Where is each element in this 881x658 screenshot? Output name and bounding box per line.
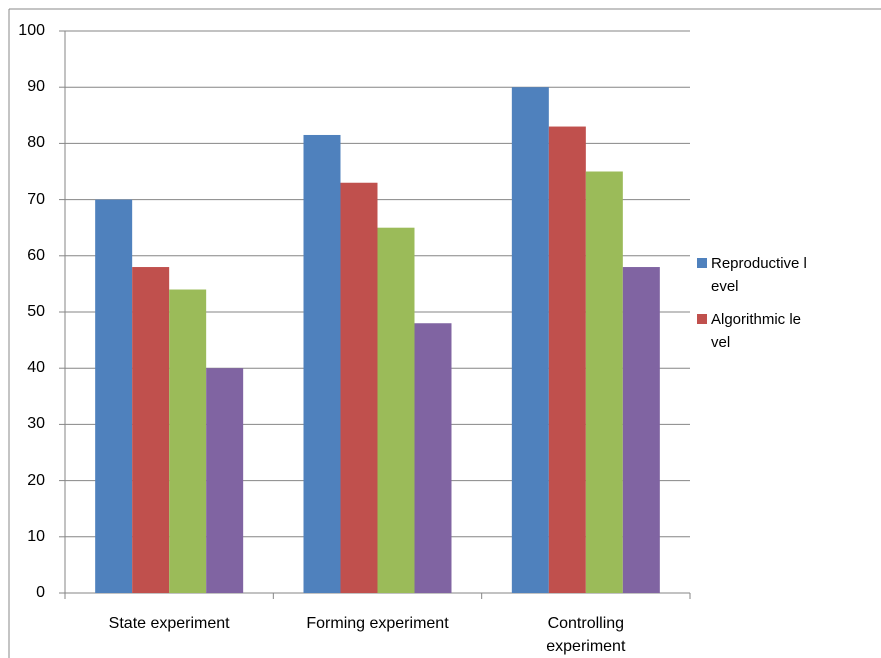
y-tick-label: 50 [27, 303, 45, 320]
y-tick-label: 20 [27, 471, 45, 489]
x-tick-label: State experiment [108, 615, 230, 632]
legend-item: Algorithmic level [697, 308, 827, 354]
x-tick-label: Controlling experiment [546, 615, 626, 655]
bar [377, 227, 415, 593]
legend-label: Reproductive level [711, 255, 807, 295]
y-tick-label: 60 [27, 246, 45, 264]
legend-swatch [697, 314, 707, 324]
bar [548, 126, 586, 593]
bar [132, 267, 170, 593]
legend-item: Reproductive level [697, 252, 827, 298]
y-tick-label: 10 [27, 527, 45, 545]
bar [340, 182, 378, 594]
y-tick-label: 100 [18, 22, 45, 39]
y-tick-label: 30 [27, 415, 45, 433]
legend-swatch [697, 258, 707, 268]
bar [169, 289, 207, 593]
y-tick-label: 70 [27, 190, 45, 208]
y-tick-label: 90 [27, 78, 45, 96]
y-tick-label: 80 [27, 134, 45, 152]
bar [95, 199, 133, 593]
bar [622, 267, 660, 593]
legend-label: Algorithmic level [711, 311, 802, 351]
bar [511, 87, 549, 593]
bar [206, 368, 244, 593]
bar [303, 134, 341, 593]
bar [585, 171, 623, 593]
bar [414, 323, 452, 593]
y-tick-label: 40 [27, 359, 45, 377]
y-tick-label: 0 [36, 584, 45, 601]
x-tick-label: Forming experiment [306, 615, 449, 632]
